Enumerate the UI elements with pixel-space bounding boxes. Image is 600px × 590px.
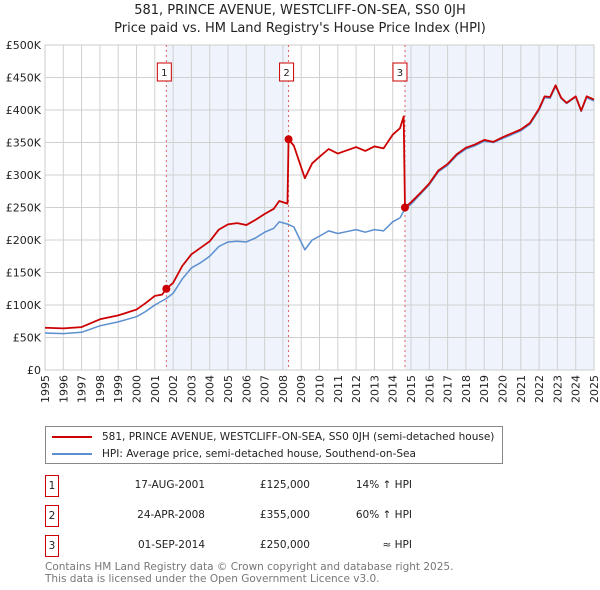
- x-tick-label: 2014: [387, 375, 400, 403]
- x-tick-label: 2009: [295, 375, 308, 403]
- price-chart: 1995 1996 1997 1998 1999 2000 2001 2002 2003 2004…: [6, 39, 600, 403]
- transaction-row: 2 24-APR-2008 £355,000 60% ↑ HPI: [45, 505, 600, 527]
- legend-swatch-blue: [52, 453, 92, 455]
- transaction-hpi: ≈ HPI: [382, 539, 412, 551]
- transaction-row: 3 01-SEP-2014 £250,000 ≈ HPI: [45, 535, 600, 557]
- sale-point: [162, 284, 171, 293]
- chart-subtitle: Price paid vs. HM Land Registry's House …: [114, 21, 486, 36]
- x-tick-label: 1995: [39, 375, 52, 403]
- y-tick-label: £200K: [6, 234, 42, 247]
- x-tick-label: 2018: [460, 375, 473, 403]
- x-tick-label: 2003: [185, 375, 198, 403]
- x-tick-label: 2008: [277, 375, 290, 403]
- x-tick-label: 2015: [405, 375, 418, 403]
- y-tick-label: £450K: [6, 72, 42, 85]
- y-tick-label: £250K: [6, 202, 42, 215]
- x-tick-label: 2022: [533, 375, 546, 403]
- legend-swatch-red: [52, 436, 92, 438]
- x-tick-label: 2010: [314, 375, 327, 403]
- y-tick-label: £0: [27, 364, 41, 377]
- transaction-price: £125,000: [259, 479, 310, 491]
- x-tick-label: 2017: [442, 375, 455, 403]
- x-tick-label: 2001: [149, 375, 162, 403]
- y-tick-label: £100K: [6, 299, 42, 312]
- footer-copyright: Contains HM Land Registry data © Crown c…: [45, 561, 454, 573]
- x-tick-label: 2023: [551, 375, 564, 403]
- transaction-number: 1: [45, 475, 59, 497]
- footer-licence: This data is licensed under the Open Gov…: [45, 573, 380, 585]
- legend-item-property: 581, PRINCE AVENUE, WESTCLIFF-ON-SEA, SS…: [52, 429, 494, 445]
- transaction-hpi: 60% ↑ HPI: [355, 509, 412, 521]
- x-tick-label: 1996: [57, 375, 70, 403]
- legend-item-hpi: HPI: Average price, semi-detached house,…: [52, 446, 416, 462]
- sale-point: [400, 203, 409, 212]
- y-tick-label: £300K: [6, 169, 42, 182]
- x-tick-label: 1997: [76, 375, 89, 403]
- y-tick-label: £150K: [6, 267, 42, 280]
- sale-label: 3: [397, 68, 403, 79]
- sale-label: 2: [283, 68, 289, 79]
- sale-label-box: [156, 62, 172, 82]
- x-tick-label: 2021: [515, 375, 528, 403]
- x-tick-label: 2013: [368, 375, 381, 403]
- y-tick-label: £50K: [13, 332, 42, 345]
- legend: 581, PRINCE AVENUE, WESTCLIFF-ON-SEA, SS…: [45, 426, 503, 464]
- transaction-price: £355,000: [259, 509, 310, 521]
- hpi-line: [44, 85, 595, 335]
- y-tick-label: £400K: [6, 104, 42, 117]
- x-tick-label: 1998: [94, 375, 107, 403]
- legend-label: 581, PRINCE AVENUE, WESTCLIFF-ON-SEA, SS…: [102, 431, 495, 443]
- legend-label: HPI: Average price, semi-detached house,…: [102, 448, 416, 460]
- sale-label-box: [279, 62, 295, 82]
- x-tick-label: 2016: [423, 375, 436, 403]
- transaction-number: 3: [45, 535, 59, 557]
- y-tick-label: £350K: [6, 137, 42, 150]
- sale-label-box: [392, 62, 408, 82]
- property-price-line: [44, 84, 595, 330]
- transaction-hpi: 14% ↑ HPI: [355, 479, 412, 491]
- transaction-date: 01-SEP-2014: [137, 539, 205, 551]
- x-tick-label: 2007: [259, 375, 272, 403]
- sale-label: 1: [161, 68, 167, 79]
- chart-title: 581, PRINCE AVENUE, WESTCLIFF-ON-SEA, SS…: [134, 3, 466, 18]
- sale-point: [284, 135, 293, 144]
- x-tick-label: 2024: [570, 375, 583, 403]
- x-tick-label: 2006: [240, 375, 253, 403]
- y-tick-label: £500K: [6, 39, 42, 52]
- x-tick-label: 2005: [222, 375, 235, 403]
- x-tick-label: 2020: [497, 375, 510, 403]
- plot-border: [44, 44, 595, 371]
- transaction-price: £250,000: [259, 539, 310, 551]
- x-tick-label: 2002: [167, 375, 180, 403]
- transaction-date: 17-AUG-2001: [134, 479, 205, 491]
- transaction-date: 24-APR-2008: [137, 509, 205, 521]
- transaction-row: 1 17-AUG-2001 £125,000 14% ↑ HPI: [45, 475, 600, 497]
- x-tick-label: 1999: [112, 375, 125, 403]
- x-tick-label: 2004: [204, 375, 217, 403]
- x-tick-label: 2012: [350, 375, 363, 403]
- x-tick-label: 2000: [131, 375, 144, 403]
- x-tick-label: 2025: [588, 375, 600, 403]
- x-tick-label: 2019: [478, 375, 491, 403]
- transaction-number: 2: [45, 505, 59, 527]
- x-tick-label: 2011: [332, 375, 345, 403]
